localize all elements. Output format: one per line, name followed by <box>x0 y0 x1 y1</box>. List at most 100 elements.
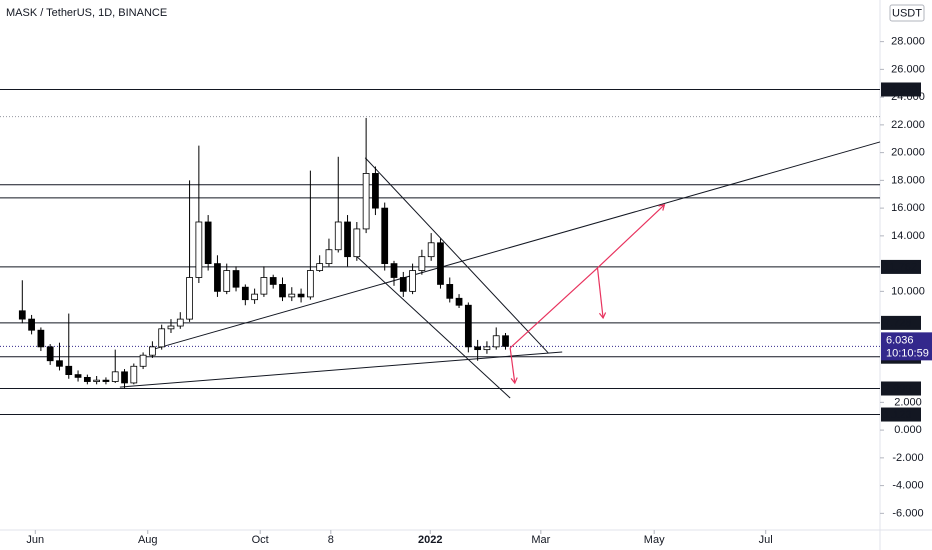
candle-body <box>464 304 472 348</box>
candle-body <box>372 173 379 209</box>
candle-body <box>223 270 231 292</box>
candle-body <box>269 277 277 285</box>
candle-body <box>306 270 314 298</box>
candle-body <box>139 354 147 367</box>
candle-body <box>381 207 389 265</box>
y-tick-label: 18.000 <box>891 174 925 186</box>
currency[interactable]: USDT <box>892 7 922 19</box>
level-badge <box>881 315 921 330</box>
y-tick-label: 10.000 <box>891 285 925 297</box>
y-tick-label: 16.000 <box>891 202 925 214</box>
level-label: 11.762 <box>884 261 917 273</box>
arrow <box>509 347 516 384</box>
x-tick-label: May <box>644 534 665 546</box>
level-badge <box>881 82 921 97</box>
candle-body <box>111 371 119 382</box>
level-badge <box>881 407 921 422</box>
trend-line <box>354 254 511 399</box>
candle-body <box>427 242 435 258</box>
candle-body <box>46 346 54 362</box>
last-price-label: 6.036 <box>886 334 914 346</box>
candle-body <box>260 277 268 295</box>
candle-body <box>492 335 500 348</box>
y-tick-label: 22.000 <box>891 119 925 131</box>
level-label: 1.123 <box>884 409 912 421</box>
candle-body <box>121 371 128 384</box>
currency-box[interactable] <box>889 4 925 22</box>
y-tick-label: -4.000 <box>892 480 923 492</box>
candle-body <box>418 256 426 271</box>
candle-body <box>102 379 110 382</box>
candle-body <box>399 277 407 292</box>
candle-body <box>455 297 463 306</box>
candle-body <box>241 286 249 301</box>
candle-body <box>362 173 370 230</box>
candle-body <box>288 293 296 298</box>
candle-body <box>297 293 305 298</box>
candle-body <box>279 284 286 298</box>
candle-body <box>18 310 26 320</box>
candle-body <box>93 379 101 382</box>
candle-body <box>158 328 166 348</box>
candle-body <box>353 228 361 258</box>
x-tick-label: Aug <box>138 534 158 546</box>
candle-body <box>325 249 333 265</box>
arrow <box>596 267 604 319</box>
candle-body <box>204 221 212 265</box>
y-tick-label: 0.000 <box>894 424 922 436</box>
x-tick-label: Jul <box>759 534 773 546</box>
candle-body <box>344 221 351 258</box>
trend-line <box>150 141 881 351</box>
trend-line <box>119 351 563 388</box>
candle-body <box>130 365 138 384</box>
candle-body <box>483 346 491 351</box>
candle-body <box>232 270 240 288</box>
y-tick-label: 2.000 <box>894 396 922 408</box>
candle-body <box>251 293 258 301</box>
candle-body <box>167 325 175 330</box>
candle-body <box>83 376 91 382</box>
arrow-head <box>658 203 666 211</box>
trend-line <box>364 157 549 354</box>
y-tick-label: 20.000 <box>891 147 925 159</box>
arrow-head <box>598 312 607 320</box>
y-tick-label: 28.000 <box>891 36 925 48</box>
candle-body <box>195 221 203 278</box>
x-tick-label: Oct <box>252 534 269 546</box>
candle-body <box>316 263 324 271</box>
countdown: 10:10:59 <box>886 347 929 359</box>
candle-body <box>446 284 454 299</box>
level-label: 2.999 <box>884 383 912 395</box>
level-label: 7.728 <box>884 317 912 329</box>
y-tick-label: 26.000 <box>891 63 925 75</box>
candle-body <box>37 329 45 348</box>
candle-body <box>149 346 156 356</box>
x-tick-label: 2022 <box>418 534 442 546</box>
x-tick-label: 8 <box>328 534 334 546</box>
y-tick-label: -6.000 <box>892 507 923 519</box>
level-label: 24.550 <box>884 84 918 96</box>
candle-body <box>28 318 35 331</box>
level-badge <box>881 259 921 274</box>
candle-body <box>65 365 73 376</box>
last-price-badge <box>881 332 932 361</box>
x-tick-label: Mar <box>531 534 550 546</box>
candle-body <box>474 346 482 351</box>
chart-title: MASK / TetherUS, 1D, BINANCE <box>6 7 167 19</box>
candle-body <box>214 263 221 292</box>
level-badge <box>881 381 921 396</box>
candle-body <box>390 263 398 278</box>
candle-body <box>74 374 82 378</box>
candle-body <box>409 270 416 292</box>
y-tick-label: 14.000 <box>891 230 925 242</box>
candle-body <box>186 277 193 320</box>
candle-body <box>502 335 509 347</box>
x-tick-label: Jun <box>26 534 44 546</box>
y-tick-label: -2.000 <box>892 452 923 464</box>
candle-body <box>56 360 63 367</box>
arrow-head <box>510 377 518 385</box>
candle-body <box>176 318 184 327</box>
candle-body <box>437 242 444 285</box>
